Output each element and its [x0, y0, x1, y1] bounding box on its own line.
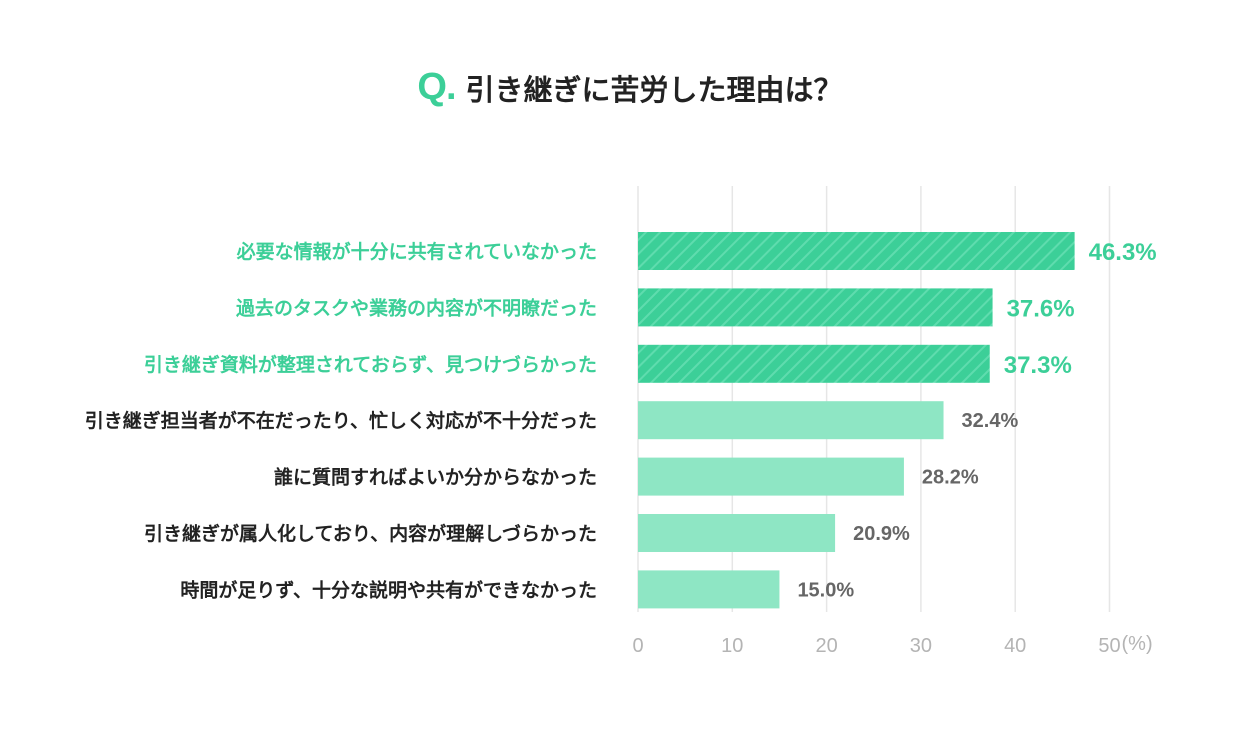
- value-label-0: 46.3%: [1089, 239, 1157, 266]
- category-label-3: 引き継ぎ担当者が不在だったり、忙しく対応が不十分だった: [85, 409, 597, 432]
- value-label-3: 32.4%: [962, 410, 1019, 432]
- bar-5: [638, 514, 836, 552]
- chart-title: Q. 引き継ぎに苦労した理由は？: [0, 66, 1260, 109]
- x-tick-label-2: 20: [815, 635, 837, 657]
- bar-0: [638, 232, 1075, 270]
- question-mark-label: Q.: [417, 66, 456, 108]
- x-unit-label: (%): [1122, 633, 1153, 655]
- x-tick-label-5: 50: [1098, 635, 1120, 657]
- value-labels: 46.3% 37.6% 37.3% 32.4% 28.2% 20.9% 15.0%: [797, 239, 1156, 601]
- question-text: 引き継ぎに苦労した理由は？: [465, 72, 843, 107]
- bar-6: [638, 570, 780, 609]
- x-tick-label-0: 0: [632, 635, 643, 657]
- category-label-0: 必要な情報が十分に共有されていなかった: [236, 240, 597, 263]
- category-label-1: 過去のタスクや業務の内容が不明瞭だった: [236, 296, 597, 319]
- x-tick-label-1: 10: [721, 635, 743, 657]
- category-label-2: 引き継ぎ資料が整理されておらず、見つけづらかった: [144, 353, 597, 376]
- bar-1: [638, 288, 993, 327]
- value-label-1: 37.6%: [1007, 295, 1075, 322]
- value-label-2: 37.3%: [1004, 352, 1072, 379]
- x-tick-label-3: 30: [910, 635, 932, 657]
- value-label-6: 15.0%: [797, 579, 854, 601]
- bar-3: [638, 401, 944, 440]
- x-tick-label-4: 40: [1004, 635, 1026, 657]
- bar-2: [638, 344, 990, 383]
- value-label-5: 20.9%: [853, 523, 910, 545]
- category-label-5: 引き継ぎが属人化しており、内容が理解しづらかった: [144, 522, 597, 545]
- bars: [638, 232, 1075, 609]
- x-axis: 0 10 20 30 40 50 (%): [632, 633, 1152, 657]
- category-labels: 必要な情報が十分に共有されていなかった過去のタスクや業務の内容が不明瞭だった引き…: [85, 240, 597, 601]
- bar-4: [638, 457, 904, 496]
- category-label-6: 時間が足りず、十分な説明や共有ができなかった: [180, 578, 597, 601]
- category-label-4: 誰に質問すればよいか分からなかった: [274, 466, 597, 489]
- value-label-4: 28.2%: [922, 467, 979, 489]
